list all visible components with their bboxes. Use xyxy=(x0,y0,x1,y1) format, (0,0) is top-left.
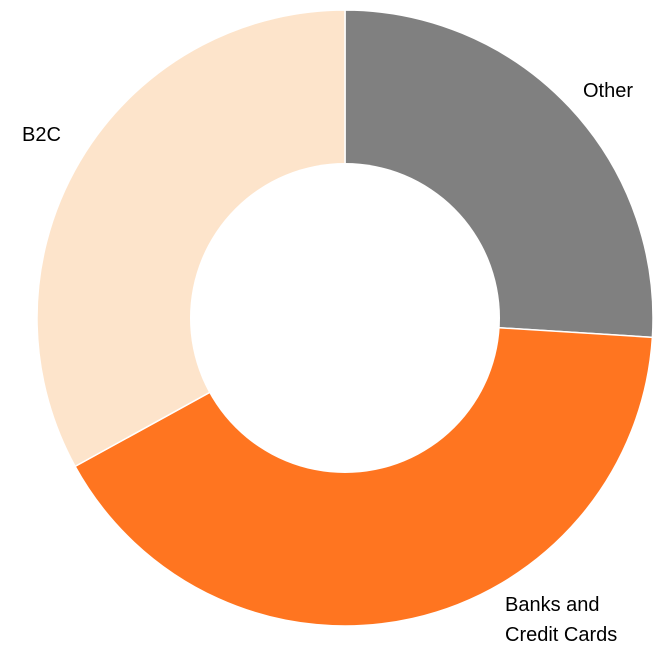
donut-hole xyxy=(190,163,500,473)
slice-label-b2c: B2C xyxy=(22,124,61,146)
slice-label-other: Other xyxy=(583,80,633,102)
slice-label-line: Banks and xyxy=(505,594,600,616)
slice-label-line: Credit Cards xyxy=(505,624,617,645)
slice-label-banks-and-credit-cards: Banks and Credit Cards xyxy=(505,594,617,645)
